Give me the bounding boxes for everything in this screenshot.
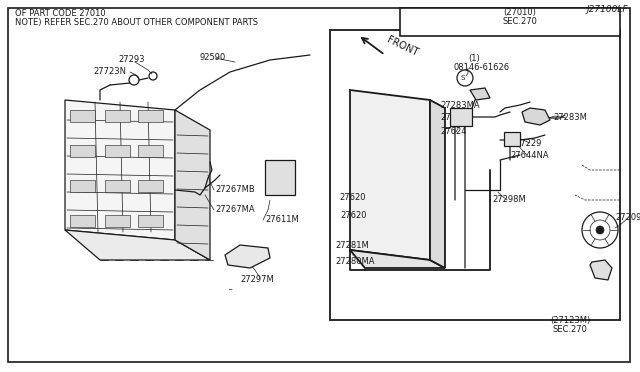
Polygon shape <box>175 110 210 260</box>
Polygon shape <box>225 245 270 268</box>
Bar <box>70 110 95 122</box>
Text: 27298M: 27298M <box>492 196 525 205</box>
Text: 27283MA: 27283MA <box>440 102 479 110</box>
Bar <box>330 30 620 320</box>
Text: (1): (1) <box>468 54 480 62</box>
Text: 27644N: 27644N <box>440 113 473 122</box>
Bar <box>138 180 163 192</box>
Polygon shape <box>430 100 445 268</box>
Polygon shape <box>522 108 550 125</box>
Bar <box>105 215 130 227</box>
Circle shape <box>596 226 604 234</box>
Text: OF PART CODE 27010: OF PART CODE 27010 <box>15 9 106 17</box>
Bar <box>138 145 163 157</box>
Bar <box>105 180 130 192</box>
Text: 27267MA: 27267MA <box>215 205 255 215</box>
Text: ─: ─ <box>228 288 231 292</box>
Bar <box>450 108 472 126</box>
Text: 27644NA: 27644NA <box>510 151 548 160</box>
Text: 27297M: 27297M <box>240 276 274 285</box>
Bar <box>70 145 95 157</box>
Text: 08146-61626: 08146-61626 <box>453 64 509 73</box>
Polygon shape <box>350 250 445 268</box>
Bar <box>400 8 620 36</box>
Text: SEC.270: SEC.270 <box>502 17 538 26</box>
Bar <box>504 132 520 146</box>
Text: SEC.270: SEC.270 <box>552 326 588 334</box>
Text: 27283M: 27283M <box>553 113 587 122</box>
Text: 27611M: 27611M <box>265 215 299 224</box>
Text: J27100LF: J27100LF <box>586 6 628 15</box>
Text: 27267MB: 27267MB <box>215 186 255 195</box>
Text: (27010): (27010) <box>504 9 536 17</box>
Text: 27229: 27229 <box>515 138 541 148</box>
Text: S: S <box>461 75 465 81</box>
Polygon shape <box>470 88 490 100</box>
Text: 27293: 27293 <box>118 55 145 64</box>
Polygon shape <box>590 260 612 280</box>
Bar <box>138 215 163 227</box>
Text: 27624: 27624 <box>440 128 467 137</box>
Text: FRONT: FRONT <box>385 35 419 58</box>
Bar <box>105 145 130 157</box>
Text: 27723N: 27723N <box>93 67 126 77</box>
Text: 27209: 27209 <box>615 214 640 222</box>
Text: 27620: 27620 <box>339 193 365 202</box>
Polygon shape <box>65 230 210 260</box>
Bar <box>138 110 163 122</box>
Text: 92590: 92590 <box>200 54 227 62</box>
Text: (27123M): (27123M) <box>550 315 590 324</box>
Polygon shape <box>65 100 175 240</box>
Bar <box>70 180 95 192</box>
Text: 27280MA: 27280MA <box>335 257 374 266</box>
Polygon shape <box>265 160 295 195</box>
Text: NOTE) REFER SEC.270 ABOUT OTHER COMPONENT PARTS: NOTE) REFER SEC.270 ABOUT OTHER COMPONEN… <box>15 17 258 26</box>
Text: 27620: 27620 <box>340 211 367 219</box>
Polygon shape <box>350 90 430 260</box>
Text: 27281M: 27281M <box>335 241 369 250</box>
Bar <box>70 215 95 227</box>
Bar <box>105 110 130 122</box>
